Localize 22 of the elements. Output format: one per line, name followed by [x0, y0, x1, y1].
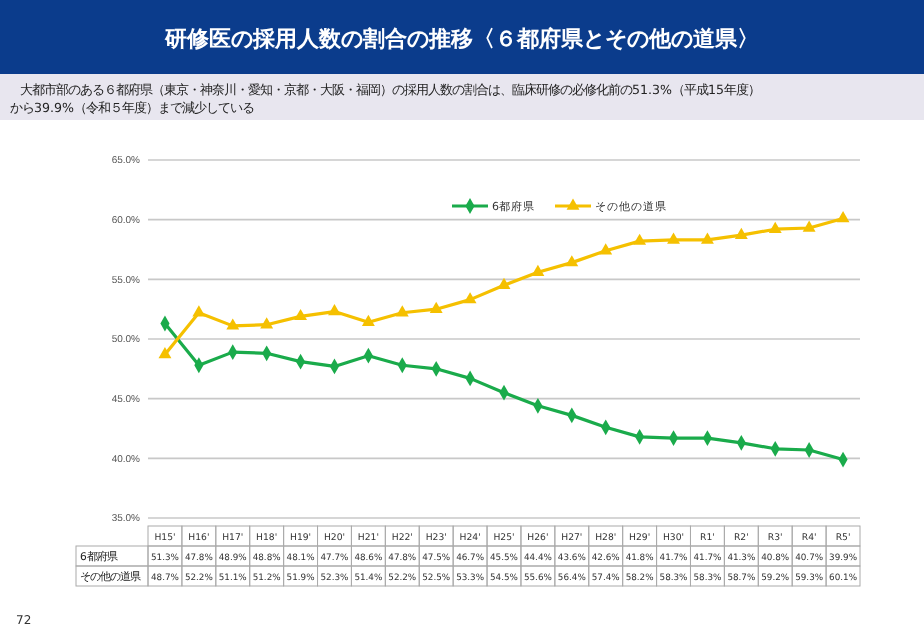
point [667, 232, 680, 244]
point [531, 264, 545, 276]
point [361, 314, 375, 327]
point [395, 305, 409, 317]
point [497, 277, 511, 290]
chart-title: 研修医の採用人数の割合の推移〈６都府県とその他の道県〉 [163, 26, 759, 52]
point [734, 227, 748, 239]
point [226, 318, 240, 330]
point [768, 221, 782, 233]
point [463, 292, 477, 304]
point [260, 317, 274, 329]
point [158, 347, 172, 359]
point [192, 305, 206, 317]
point [599, 243, 613, 255]
point [565, 255, 579, 267]
point [633, 233, 647, 245]
point [429, 301, 443, 313]
point [802, 220, 816, 232]
point [700, 232, 714, 244]
point [836, 211, 850, 223]
point [294, 308, 308, 321]
point [328, 304, 341, 316]
